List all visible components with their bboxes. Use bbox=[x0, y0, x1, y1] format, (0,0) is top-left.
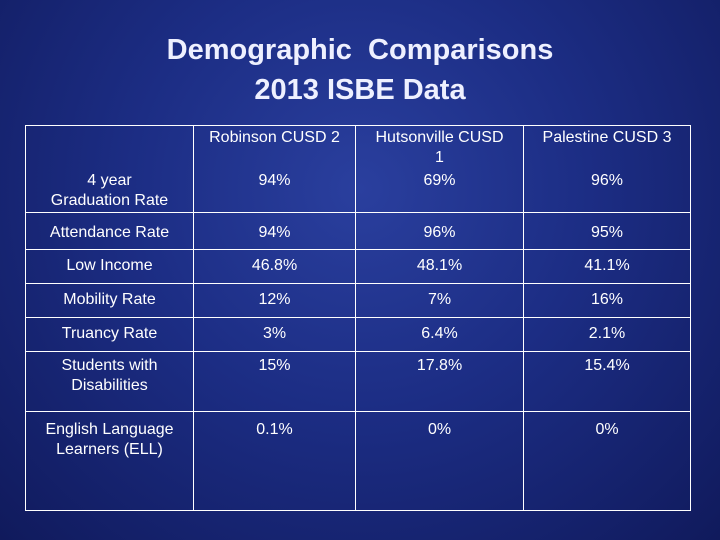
column-header-palestine: Palestine CUSD 3 bbox=[523, 125, 691, 171]
table-row-truancy-rate: Truancy Rate 3% 6.4% 2.1% bbox=[25, 317, 691, 352]
table-cell: 69% bbox=[355, 170, 524, 213]
row-label-low-income: Low Income bbox=[25, 249, 194, 284]
slide-title: Demographic Comparisons 2013 ISBE Data bbox=[0, 30, 720, 110]
row-label-text: Attendance Rate bbox=[49, 224, 170, 241]
row-label-text: Truancy Rate bbox=[61, 325, 158, 342]
table-cell: 16% bbox=[523, 283, 691, 318]
table-cell: 94% bbox=[193, 170, 356, 213]
row-label-mobility-rate: Mobility Rate bbox=[25, 283, 194, 318]
column-header-robinson: Robinson CUSD 2 bbox=[193, 125, 356, 171]
comparison-table: Robinson CUSD 2 Hutsonville CUSD 1 Pales… bbox=[25, 125, 691, 511]
table-cell: 94% bbox=[193, 212, 356, 250]
column-header-label: Robinson CUSD 2 bbox=[209, 129, 340, 146]
table-cell: 3% bbox=[193, 317, 356, 352]
table-cell: 17.8% bbox=[355, 351, 524, 412]
column-header-label: Hutsonville CUSD 1 bbox=[375, 129, 504, 166]
column-header-label: Palestine CUSD 3 bbox=[542, 129, 672, 146]
slide-title-line-1: Demographic Comparisons bbox=[166, 34, 554, 66]
table-cell: 6.4% bbox=[355, 317, 524, 352]
table-cell: 96% bbox=[523, 170, 691, 213]
table-cell: 2.1% bbox=[523, 317, 691, 352]
row-label-text: Mobility Rate bbox=[63, 291, 156, 308]
table-cell: 46.8% bbox=[193, 249, 356, 284]
table-row-mobility-rate: Mobility Rate 12% 7% 16% bbox=[25, 283, 691, 318]
row-label-text: Students with Disabilities bbox=[61, 357, 158, 394]
table-row-ell: English Language Learners (ELL) 0.1% 0% … bbox=[25, 411, 691, 511]
table-cell: 0% bbox=[355, 411, 524, 511]
row-label-graduation-rate: 4 year Graduation Rate bbox=[25, 170, 194, 213]
row-label-text: Low Income bbox=[66, 257, 153, 274]
table-cell: 0.1% bbox=[193, 411, 356, 511]
table-cell: 48.1% bbox=[355, 249, 524, 284]
table-cell: 12% bbox=[193, 283, 356, 318]
table-cell: 95% bbox=[523, 212, 691, 250]
column-header-hutsonville: Hutsonville CUSD 1 bbox=[355, 125, 524, 171]
table-header-row: Robinson CUSD 2 Hutsonville CUSD 1 Pales… bbox=[25, 125, 691, 171]
slide-title-line-2: 2013 ISBE Data bbox=[254, 74, 466, 106]
table-cell: 15% bbox=[193, 351, 356, 412]
row-label-disabilities: Students with Disabilities bbox=[25, 351, 194, 412]
table-cell: 41.1% bbox=[523, 249, 691, 284]
row-label-text: English Language Learners (ELL) bbox=[45, 421, 174, 458]
table-row-low-income: Low Income 46.8% 48.1% 41.1% bbox=[25, 249, 691, 284]
table-cell: 15.4% bbox=[523, 351, 691, 412]
row-label-truancy-rate: Truancy Rate bbox=[25, 317, 194, 352]
row-label-ell: English Language Learners (ELL) bbox=[25, 411, 194, 511]
table-row-disabilities: Students with Disabilities 15% 17.8% 15.… bbox=[25, 351, 691, 412]
row-label-attendance-rate: Attendance Rate bbox=[25, 212, 194, 250]
table-row-attendance-rate: Attendance Rate 94% 96% 95% bbox=[25, 212, 691, 250]
table-cell: 7% bbox=[355, 283, 524, 318]
table-row-graduation-rate: 4 year Graduation Rate 94% 69% 96% bbox=[25, 170, 691, 213]
table-header-stub bbox=[25, 125, 194, 171]
comparison-table-wrapper: Robinson CUSD 2 Hutsonville CUSD 1 Pales… bbox=[25, 125, 691, 511]
row-label-text: 4 year Graduation Rate bbox=[50, 171, 169, 209]
table-cell: 0% bbox=[523, 411, 691, 511]
table-cell: 96% bbox=[355, 212, 524, 250]
